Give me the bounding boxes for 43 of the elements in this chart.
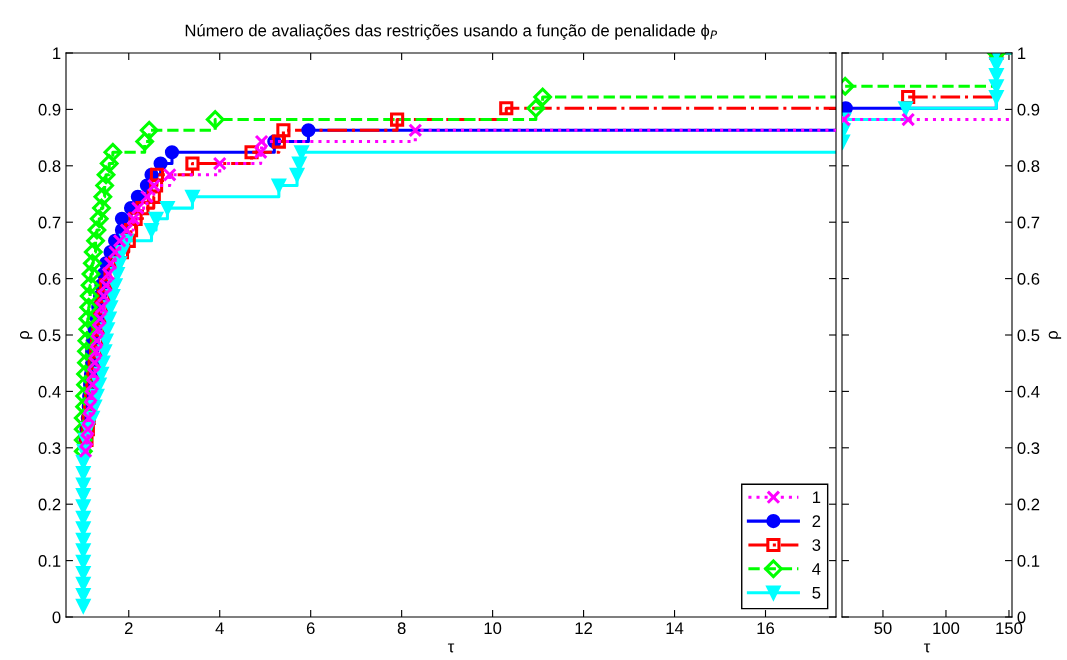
- x-tick-label: 8: [397, 622, 406, 635]
- x-tick-label: 16: [757, 622, 775, 635]
- y-tick-label: 0.3: [1017, 442, 1040, 454]
- x-tick-label: 10: [484, 622, 502, 635]
- y-tick-label: 1: [53, 47, 61, 60]
- y-axis-title: ρ: [1048, 330, 1062, 339]
- x-axis-title: τ: [447, 643, 455, 653]
- legend-label: 1: [813, 491, 821, 504]
- y-axis-title: ρ: [19, 330, 33, 339]
- x-tick-label: 4: [215, 622, 224, 634]
- x-tick-label: 150: [996, 622, 1023, 635]
- y-tick-label: 0.9: [1017, 103, 1040, 116]
- x-axis-title: τ: [923, 643, 931, 653]
- y-tick-label: 0.6: [1017, 273, 1040, 285]
- y-tick-label: 0.4: [38, 385, 61, 398]
- y-tick-label: 0.7: [38, 216, 61, 229]
- y-tick-label: 0.9: [38, 103, 61, 116]
- legend-label: 2: [812, 515, 821, 527]
- y-tick-label: 0.3: [38, 442, 61, 454]
- y-tick-label: 0.2: [1017, 498, 1040, 511]
- y-tick-label: 0.1: [38, 555, 61, 567]
- y-tick-label: 0.2: [38, 498, 61, 511]
- x-tick-label: 14: [666, 622, 684, 634]
- legend-label: 3: [812, 539, 821, 551]
- x-tick-label: 12: [575, 622, 593, 634]
- y-tick-label: 0.7: [1017, 216, 1040, 229]
- y-tick-label: 0.5: [38, 329, 61, 342]
- y-tick-label: 0: [52, 611, 61, 624]
- legend-label: 5: [812, 587, 821, 599]
- x-tick-label: 6: [306, 622, 315, 635]
- y-tick-label: 0.8: [1017, 160, 1040, 172]
- x-tick-label: 50: [874, 622, 892, 635]
- y-tick-label: 1: [1018, 47, 1026, 60]
- y-tick-label: 0.5: [1017, 329, 1040, 342]
- x-tick-label: 2: [124, 622, 133, 634]
- y-tick-label: 0.6: [38, 273, 61, 285]
- y-tick-label: 0.1: [1017, 555, 1040, 567]
- y-tick-label: 0: [1017, 611, 1026, 624]
- x-tick-label: 100: [933, 622, 960, 635]
- chart-title: Número de avaliações das restrições usando a função de penalidade ϕ$_{P}$: [185, 24, 717, 40]
- y-tick-label: 0.8: [38, 160, 61, 172]
- legend-label: 4: [812, 563, 821, 575]
- y-tick-label: 0.4: [1017, 385, 1040, 398]
